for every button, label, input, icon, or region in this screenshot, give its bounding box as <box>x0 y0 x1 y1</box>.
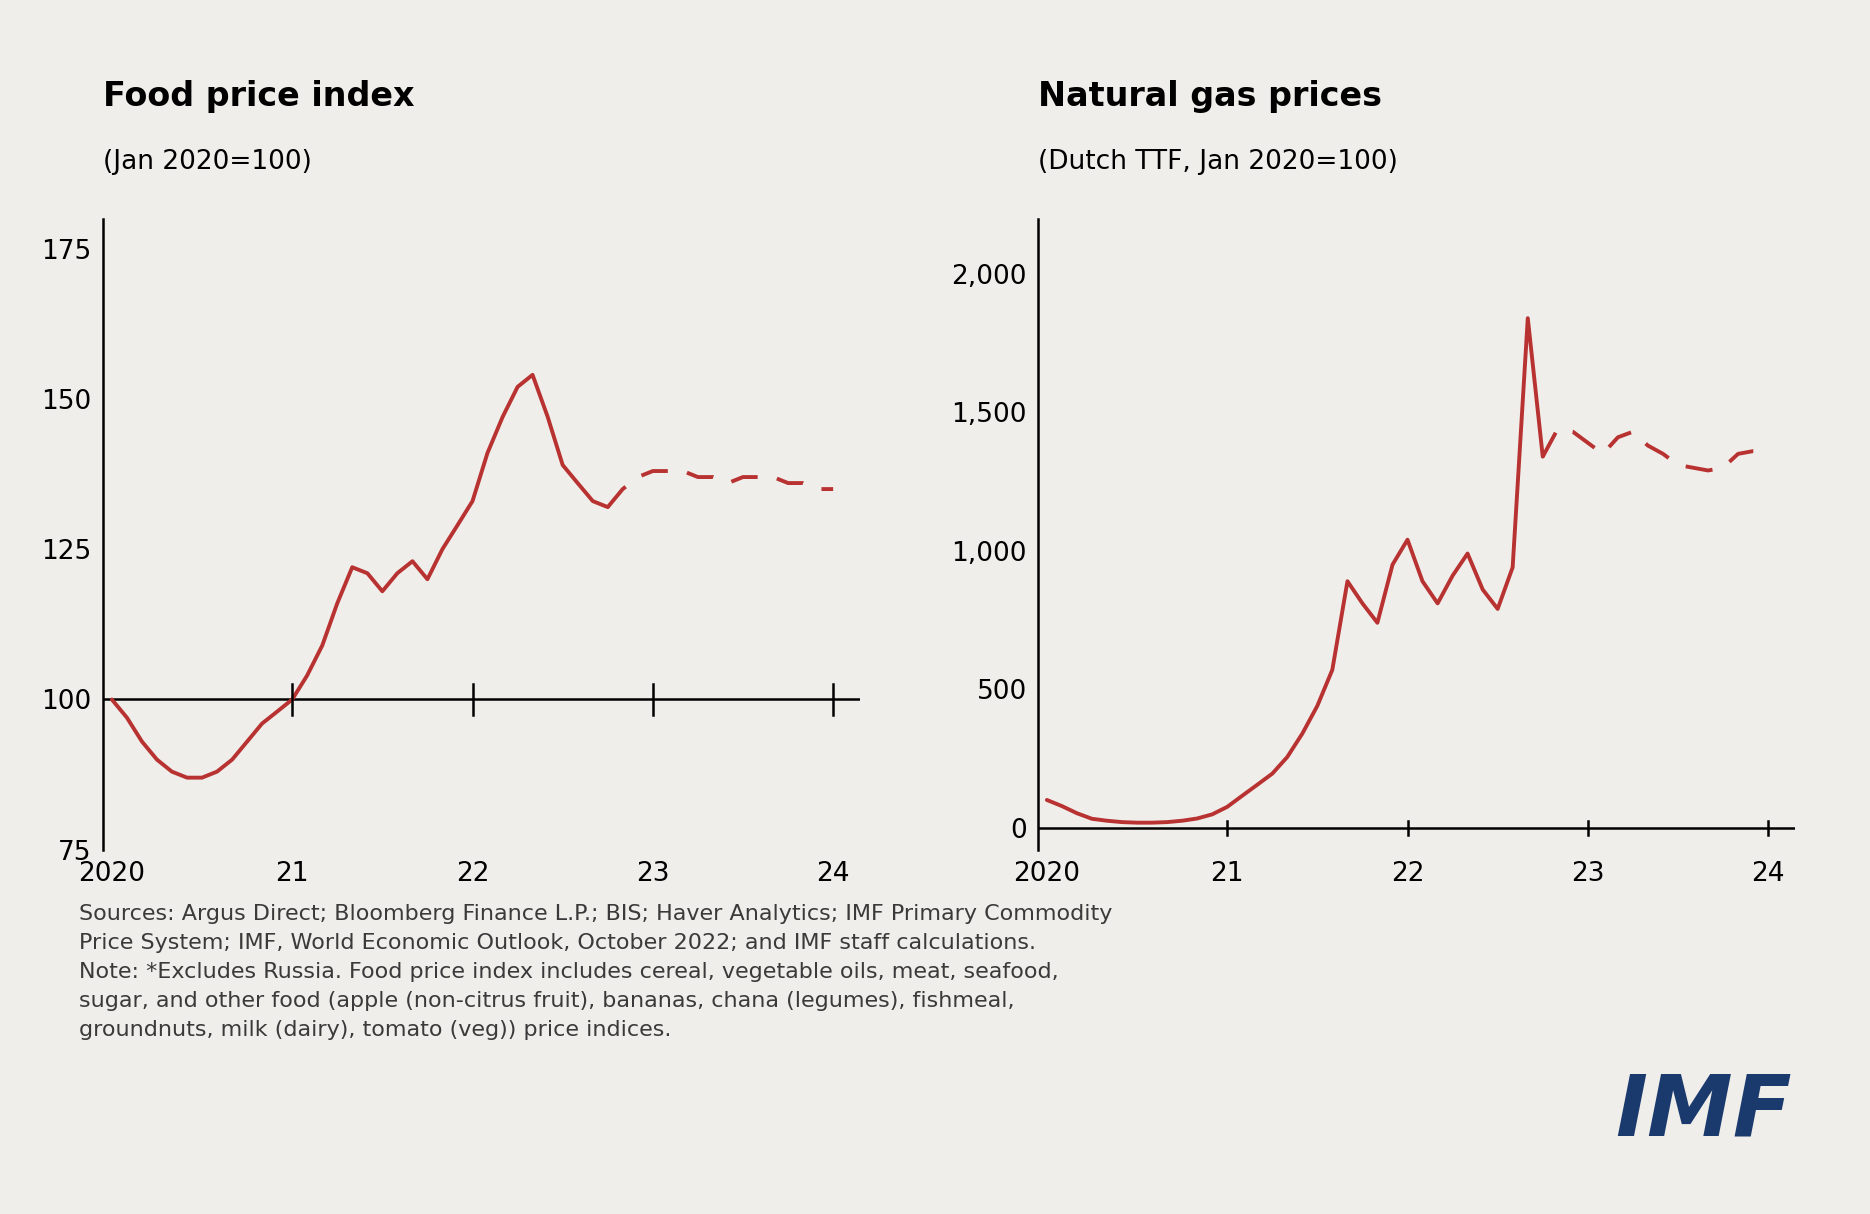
Text: Natural gas prices: Natural gas prices <box>1038 80 1382 113</box>
Text: Sources: Argus Direct; Bloomberg Finance L.P.; BIS; Haver Analytics; IMF Primary: Sources: Argus Direct; Bloomberg Finance… <box>79 904 1113 1039</box>
Text: (Jan 2020=100): (Jan 2020=100) <box>103 149 312 175</box>
Text: IMF: IMF <box>1616 1071 1791 1153</box>
Text: Food price index: Food price index <box>103 80 415 113</box>
Text: (Dutch TTF, Jan 2020=100): (Dutch TTF, Jan 2020=100) <box>1038 149 1397 175</box>
